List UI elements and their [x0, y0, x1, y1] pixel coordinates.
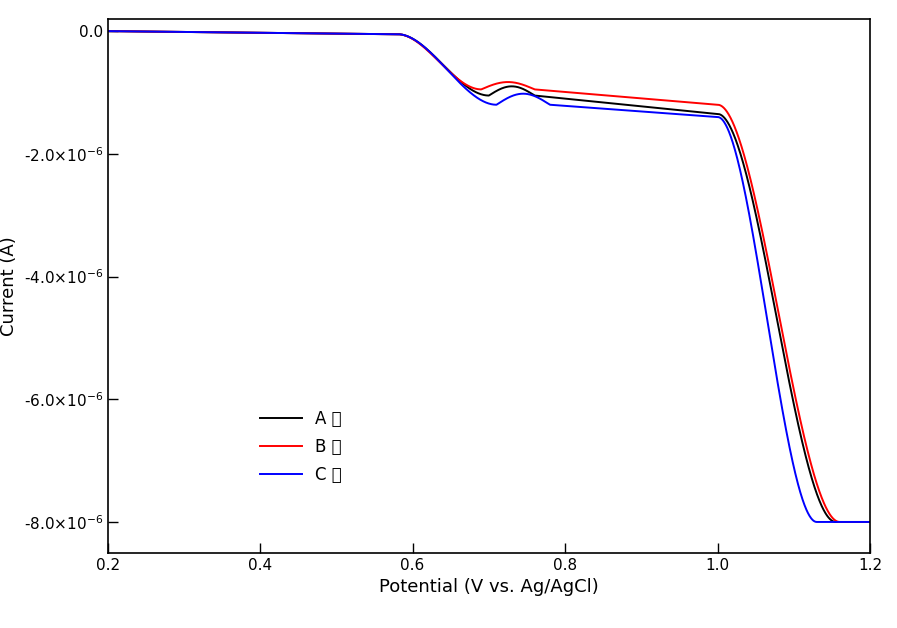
A 사	[865, 518, 875, 526]
C 사	[842, 518, 853, 526]
C 사	[843, 518, 854, 526]
A 사	[102, 28, 113, 35]
B 사	[473, 85, 483, 93]
C 사	[141, 28, 152, 35]
X-axis label: Potential (V vs. Ag/AgCl): Potential (V vs. Ag/AgCl)	[379, 578, 598, 596]
Line: A 사: A 사	[108, 31, 870, 522]
B 사	[842, 518, 853, 526]
C 사	[812, 518, 823, 526]
C 사	[702, 112, 713, 120]
B 사	[834, 518, 845, 526]
Line: C 사: C 사	[108, 31, 870, 522]
B 사	[843, 518, 854, 526]
C 사	[473, 95, 483, 102]
C 사	[865, 518, 875, 526]
A 사	[141, 28, 152, 35]
B 사	[453, 75, 464, 83]
B 사	[102, 28, 113, 35]
A 사	[453, 76, 464, 84]
Y-axis label: Current (A): Current (A)	[0, 236, 18, 335]
A 사	[473, 90, 483, 97]
A 사	[842, 518, 853, 526]
A 사	[831, 518, 841, 526]
B 사	[702, 100, 713, 107]
Legend: A 사, B 사, C 사: A 사, B 사, C 사	[253, 404, 348, 491]
B 사	[141, 28, 152, 35]
C 사	[453, 77, 464, 85]
C 사	[102, 28, 113, 35]
Line: B 사: B 사	[108, 31, 870, 522]
B 사	[865, 518, 875, 526]
A 사	[702, 109, 713, 117]
A 사	[843, 518, 854, 526]
